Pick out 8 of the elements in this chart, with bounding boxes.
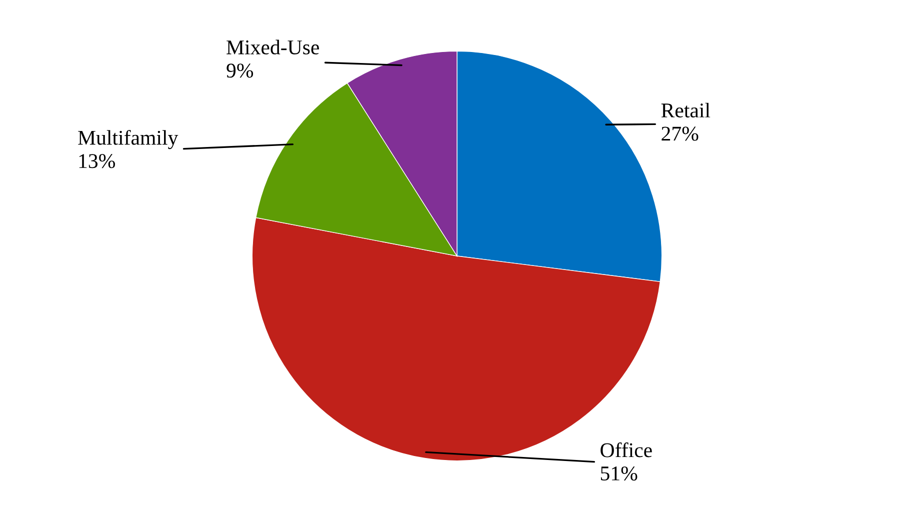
data-label: 51%	[600, 466, 638, 481]
data-label: 9%	[226, 64, 254, 78]
slice-label: Retail	[661, 102, 710, 118]
slice-label: Office	[600, 442, 652, 458]
data-label: 27%	[662, 126, 698, 141]
slice-label: Mixed-Use	[226, 40, 319, 54]
data-label: 13%	[79, 154, 115, 168]
slice-label: Multifamily	[78, 130, 178, 150]
